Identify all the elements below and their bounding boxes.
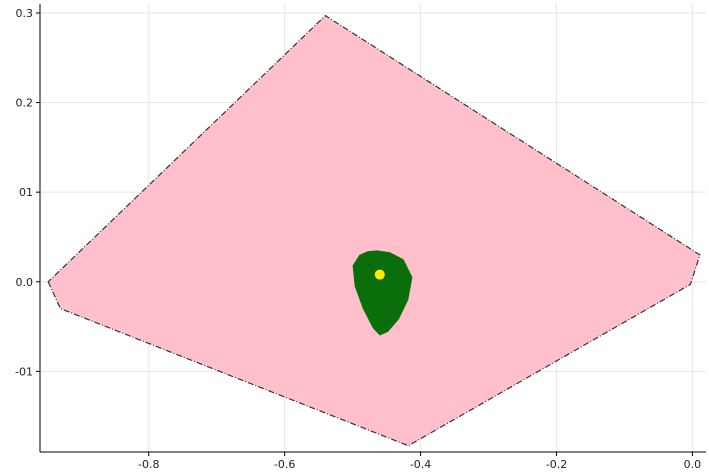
y-tick-label: -01 xyxy=(15,365,33,378)
y-axis-ticks: 0.3 0.2 01 0.0 -01 xyxy=(15,7,40,378)
y-tick-label: 0.0 xyxy=(16,276,34,289)
x-tick-label: -0.8 xyxy=(138,458,159,471)
green-region xyxy=(352,250,413,336)
x-tick-label: 0.0 xyxy=(684,458,702,471)
plot-area xyxy=(47,14,701,447)
axes xyxy=(39,4,706,453)
x-tick-label: -0.6 xyxy=(274,458,295,471)
y-tick-label: 0.2 xyxy=(16,97,34,110)
y-tick-label: 01 xyxy=(19,186,33,199)
y-tick-label: 0.3 xyxy=(16,7,34,20)
x-tick-label: -0.4 xyxy=(410,458,431,471)
pink-region xyxy=(47,14,701,447)
yellow-point-0 xyxy=(374,269,385,280)
x-tick-label: -0.2 xyxy=(546,458,567,471)
x-axis-ticks: -0.8 -0.6 -0.4 -0.2 0.0 xyxy=(138,452,701,471)
